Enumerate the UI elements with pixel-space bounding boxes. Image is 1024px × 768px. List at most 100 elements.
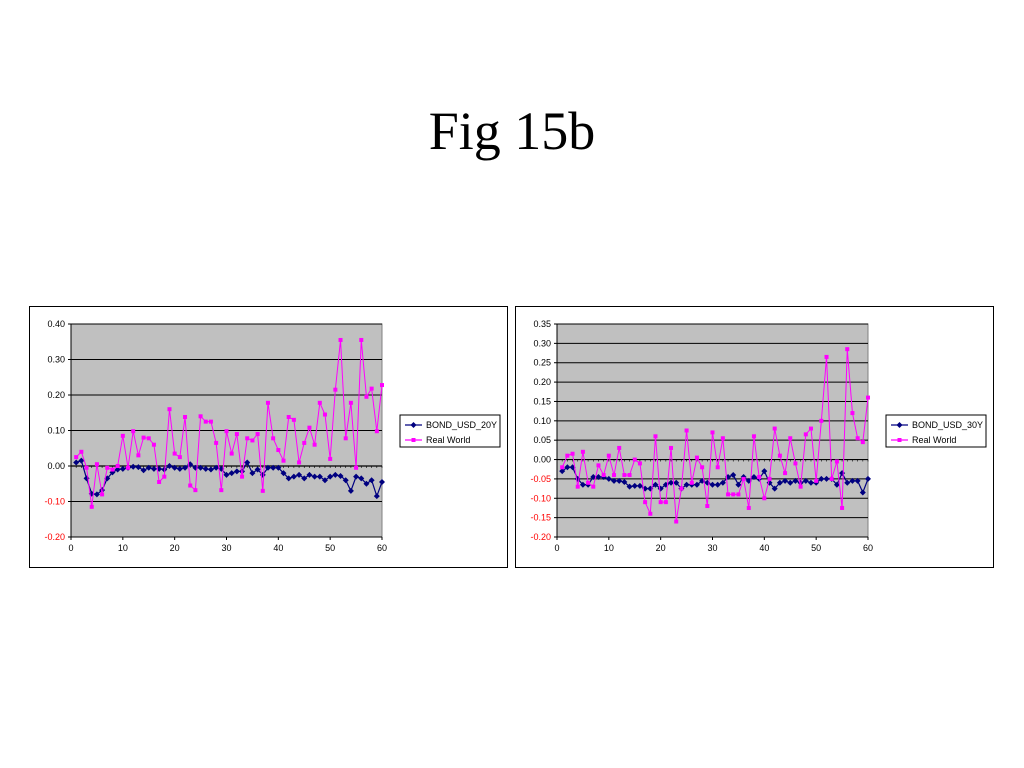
data-point-bond bbox=[844, 479, 851, 486]
legend-label: BOND_USD_20Y bbox=[426, 420, 497, 430]
data-point-bond bbox=[776, 479, 783, 486]
x-tick-label: 0 bbox=[554, 543, 559, 553]
data-point-real-world bbox=[291, 417, 296, 422]
data-point-bond bbox=[771, 485, 778, 492]
data-point-bond bbox=[171, 464, 178, 471]
data-point-real-world bbox=[364, 394, 369, 399]
data-point-real-world bbox=[229, 451, 234, 456]
data-point-bond bbox=[73, 459, 80, 466]
data-point-real-world bbox=[214, 440, 219, 445]
data-point-bond bbox=[316, 473, 323, 480]
data-point-bond bbox=[849, 477, 856, 484]
data-point-real-world bbox=[586, 480, 591, 485]
data-point-bond bbox=[636, 482, 643, 489]
data-point-real-world bbox=[808, 426, 813, 431]
data-point-real-world bbox=[183, 415, 188, 420]
data-point-real-world bbox=[720, 436, 725, 441]
data-point-real-world bbox=[245, 436, 250, 441]
data-point-real-world bbox=[162, 474, 167, 479]
data-point-real-world bbox=[172, 451, 177, 456]
y-tick-label: -0.10 bbox=[530, 493, 551, 503]
data-point-real-world bbox=[596, 463, 601, 468]
data-point-real-world bbox=[348, 400, 353, 405]
data-point-bond bbox=[605, 475, 612, 482]
data-point-real-world bbox=[276, 448, 281, 453]
y-tick-label: -0.15 bbox=[530, 513, 551, 523]
data-point-real-world bbox=[751, 434, 756, 439]
data-point-real-world bbox=[354, 465, 359, 470]
data-point-bond bbox=[213, 464, 220, 471]
data-point-bond bbox=[735, 481, 742, 488]
data-point-bond bbox=[368, 477, 375, 484]
data-point-bond bbox=[239, 468, 246, 475]
data-point-real-world bbox=[840, 505, 845, 510]
data-point-real-world bbox=[803, 432, 808, 437]
data-point-bond bbox=[611, 477, 618, 484]
data-point-bond bbox=[114, 466, 121, 473]
data-point-bond bbox=[761, 468, 768, 475]
data-point-bond bbox=[859, 489, 866, 496]
chart-bond-usd-30y-svg: 0.35 0.30 0.25 0.20 0.15 0.10 0.05 0.00 -0.05 -0.… bbox=[530, 319, 987, 553]
data-point-real-world bbox=[89, 504, 94, 509]
data-point-bond bbox=[150, 465, 157, 472]
data-point-bond bbox=[559, 468, 566, 475]
data-point-real-world bbox=[240, 474, 245, 479]
data-point-real-world bbox=[622, 473, 627, 478]
x-tick-label: 0 bbox=[68, 543, 73, 553]
data-point-bond bbox=[616, 477, 623, 484]
data-point-real-world bbox=[684, 428, 689, 433]
data-point-bond bbox=[342, 477, 349, 484]
data-point-real-world bbox=[105, 465, 110, 470]
data-point-real-world bbox=[762, 496, 767, 501]
data-point-real-world bbox=[612, 473, 617, 478]
data-point-real-world bbox=[338, 337, 343, 342]
data-point-real-world bbox=[575, 484, 580, 489]
data-point-real-world bbox=[94, 462, 99, 467]
data-point-real-world bbox=[580, 449, 585, 454]
data-point-real-world bbox=[591, 484, 596, 489]
data-point-bond bbox=[709, 481, 716, 488]
data-point-real-world bbox=[146, 436, 151, 441]
data-point-bond bbox=[161, 466, 168, 473]
legend-marker-square bbox=[411, 438, 416, 442]
data-point-bond bbox=[626, 483, 633, 490]
data-point-real-world bbox=[637, 461, 642, 466]
data-point-bond bbox=[683, 481, 690, 488]
data-point-real-world bbox=[689, 480, 694, 485]
data-point-real-world bbox=[193, 488, 198, 493]
data-point-real-world bbox=[120, 433, 125, 438]
data-point-bond bbox=[823, 475, 830, 482]
data-point-bond bbox=[207, 466, 214, 473]
legend-box bbox=[885, 414, 987, 448]
legend-marker-diamond bbox=[410, 422, 417, 428]
data-point-real-world bbox=[322, 412, 327, 417]
data-point-real-world bbox=[606, 453, 611, 458]
data-point-bond bbox=[290, 473, 297, 480]
data-point-real-world bbox=[79, 449, 84, 454]
data-point-bond bbox=[631, 482, 638, 489]
x-tick-label: 50 bbox=[811, 543, 821, 553]
data-point-real-world bbox=[788, 436, 793, 441]
data-point-real-world bbox=[705, 504, 710, 509]
data-point-bond bbox=[280, 470, 287, 477]
y-tick-label: 0.25 bbox=[533, 358, 551, 368]
data-point-bond bbox=[78, 457, 85, 464]
data-point-real-world bbox=[374, 429, 379, 434]
data-point-real-world bbox=[131, 429, 136, 434]
data-point-bond bbox=[176, 465, 183, 472]
x-tick-label: 60 bbox=[377, 543, 387, 553]
data-point-real-world bbox=[850, 411, 855, 416]
chart-bond-usd-30y: 0.35 0.30 0.25 0.20 0.15 0.10 0.05 0.00 -0.05 -0.… bbox=[515, 306, 994, 568]
data-point-real-world bbox=[281, 458, 286, 463]
y-tick-label: 0.10 bbox=[533, 416, 551, 426]
data-point-real-world bbox=[302, 440, 307, 445]
data-point-bond bbox=[792, 477, 799, 484]
data-point-real-world bbox=[312, 442, 317, 447]
slide-title: Fig 15b bbox=[428, 101, 596, 161]
data-point-bond bbox=[865, 475, 871, 482]
data-point-real-world bbox=[126, 465, 131, 470]
data-point-real-world bbox=[380, 383, 384, 388]
data-point-bond bbox=[347, 487, 354, 494]
data-point-bond bbox=[802, 477, 809, 484]
data-point-real-world bbox=[700, 465, 705, 470]
